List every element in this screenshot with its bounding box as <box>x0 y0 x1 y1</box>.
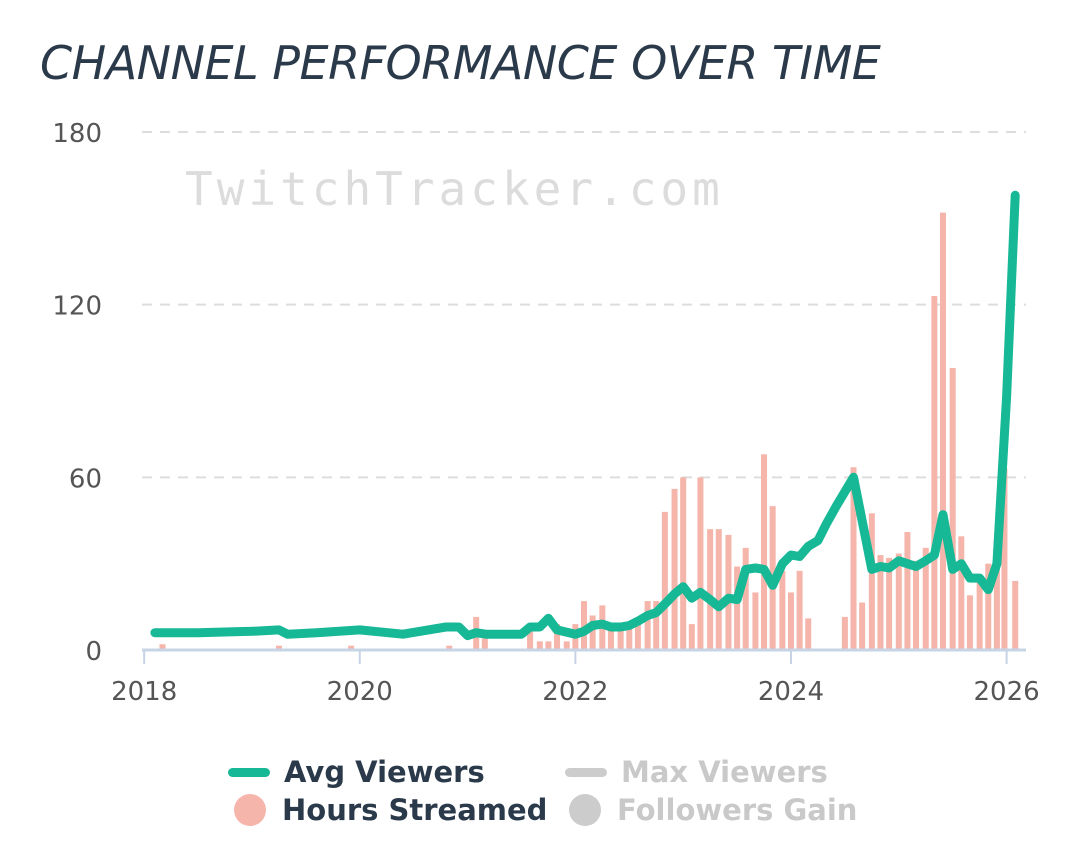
bar <box>545 641 552 650</box>
bar <box>617 626 624 650</box>
x-tick-label: 2018 <box>111 677 177 707</box>
bar <box>949 367 956 650</box>
bar <box>554 624 561 650</box>
bar <box>446 645 453 650</box>
legend-line-icon <box>228 767 270 777</box>
bar <box>742 547 749 650</box>
legend-dot-icon <box>569 794 601 826</box>
bar <box>913 560 920 650</box>
bar <box>607 626 614 650</box>
x-axis-ticks: 2018 2020 2022 2024 2026 <box>111 650 1040 707</box>
bar <box>985 563 992 650</box>
bar <box>159 644 166 650</box>
y-tick-label: 0 <box>85 637 102 667</box>
y-tick-label: 60 <box>69 464 102 494</box>
x-tick-label: 2022 <box>542 677 608 707</box>
bar <box>626 626 633 650</box>
bar <box>868 513 875 650</box>
bar <box>661 511 668 650</box>
bar <box>653 601 660 650</box>
bar <box>939 212 946 651</box>
bar <box>563 641 570 650</box>
bar <box>634 618 641 650</box>
legend-label: Followers Gain <box>617 793 858 827</box>
bar <box>589 615 596 650</box>
bar <box>697 477 704 650</box>
bar <box>922 547 929 650</box>
y-axis-ticks: 0 60 120 180 <box>52 119 102 667</box>
bar <box>958 536 965 650</box>
chart-title: CHANNEL PERFORMANCE OVER TIME <box>40 36 881 90</box>
bar <box>895 553 902 650</box>
bar <box>976 580 983 650</box>
bar <box>734 566 741 650</box>
watermark: TwitchTracker.com <box>185 162 724 216</box>
bar <box>779 570 786 650</box>
bar <box>841 616 848 650</box>
bar <box>680 477 687 650</box>
bar <box>877 555 884 650</box>
bar <box>752 592 759 650</box>
bar <box>688 624 695 650</box>
bar <box>527 631 534 650</box>
bar <box>1001 468 1008 650</box>
bar <box>761 454 768 650</box>
grid-lines <box>142 131 1026 479</box>
bar <box>966 595 973 650</box>
bar <box>787 592 794 650</box>
bar <box>1012 580 1019 650</box>
bar <box>348 645 355 650</box>
bar <box>796 570 803 650</box>
bar <box>859 602 866 650</box>
bar <box>671 488 678 650</box>
legend: Avg Viewers Max Viewers Hours Streamed F… <box>0 750 1080 850</box>
x-tick-label: 2024 <box>758 677 824 707</box>
legend-item-max-viewers[interactable]: Max Viewers <box>565 752 828 792</box>
legend-item-followers-gain[interactable]: Followers Gain <box>565 790 857 830</box>
legend-label: Hours Streamed <box>282 793 548 827</box>
line-series-avg-viewers <box>150 190 1020 641</box>
bar <box>805 618 812 650</box>
legend-label: Avg Viewers <box>284 755 485 789</box>
bar <box>481 638 488 650</box>
legend-label: Max Viewers <box>621 755 828 789</box>
chart-area: TwitchTracker.com 0 60 120 180 2018 2020 2022… <box>52 119 1040 707</box>
line-avg-viewers <box>150 190 1020 641</box>
legend-line-icon <box>565 767 607 777</box>
y-tick-label: 120 <box>52 292 102 322</box>
bar <box>275 645 282 650</box>
x-tick-label: 2026 <box>974 677 1040 707</box>
bar <box>904 532 911 650</box>
bar <box>536 641 543 650</box>
bar <box>886 557 893 650</box>
bar <box>850 467 857 650</box>
legend-item-avg-viewers[interactable]: Avg Viewers <box>228 752 485 792</box>
bar-series-hours-streamed <box>159 212 1019 651</box>
x-tick-label: 2020 <box>327 677 393 707</box>
bar <box>581 601 587 650</box>
bar <box>715 529 722 650</box>
legend-dot-icon <box>234 794 266 826</box>
bar <box>993 560 1000 650</box>
y-tick-label: 180 <box>52 119 102 149</box>
bar <box>644 601 651 650</box>
legend-item-hours-streamed[interactable]: Hours Streamed <box>230 790 547 830</box>
bar <box>931 296 938 650</box>
bar <box>725 534 732 650</box>
bar <box>707 529 714 650</box>
